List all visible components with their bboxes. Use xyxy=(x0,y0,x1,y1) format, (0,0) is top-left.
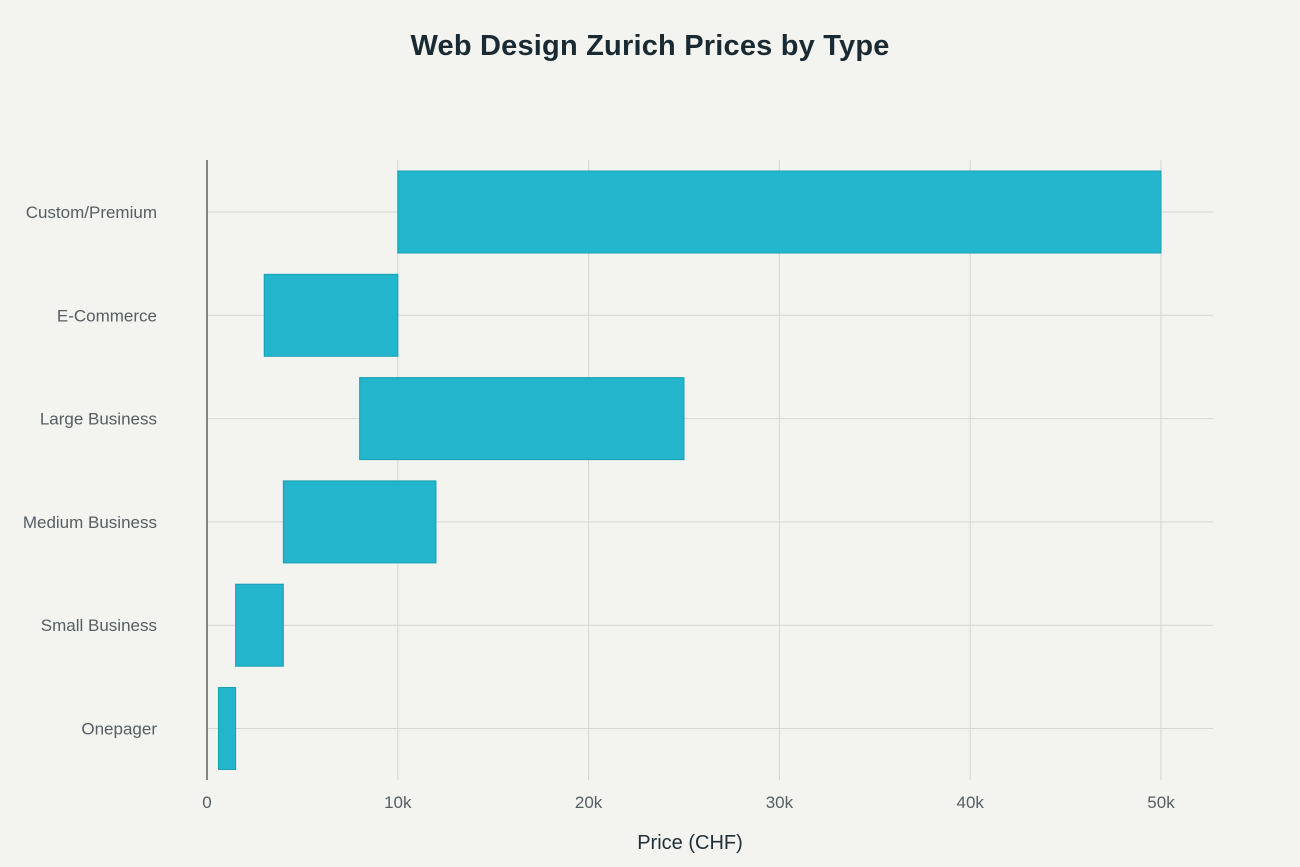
chart-title: Web Design Zurich Prices by Type xyxy=(410,30,890,62)
bar-custom-premium xyxy=(397,170,1162,254)
x-tick-label: 40k xyxy=(956,793,984,812)
bar-large-business xyxy=(359,377,685,461)
bar-small-business xyxy=(235,583,284,667)
bar-e-commerce xyxy=(263,273,399,357)
y-tick-label: E-Commerce xyxy=(57,306,157,325)
x-tick-label: 0 xyxy=(202,793,211,812)
y-tick-label: Onepager xyxy=(81,720,157,739)
x-tick-label: 30k xyxy=(766,793,794,812)
y-tick-label: Small Business xyxy=(41,616,157,635)
y-tick-label: Large Business xyxy=(40,410,157,429)
x-tick-label: 20k xyxy=(575,793,603,812)
x-tick-label: 10k xyxy=(384,793,412,812)
x-tick-label: 50k xyxy=(1147,793,1175,812)
bar-onepager xyxy=(217,687,237,770)
y-tick-label: Medium Business xyxy=(23,513,157,532)
y-tick-label: Custom/Premium xyxy=(26,203,157,222)
bar-medium-business xyxy=(282,480,437,564)
x-axis-label: Price (CHF) xyxy=(637,832,743,854)
